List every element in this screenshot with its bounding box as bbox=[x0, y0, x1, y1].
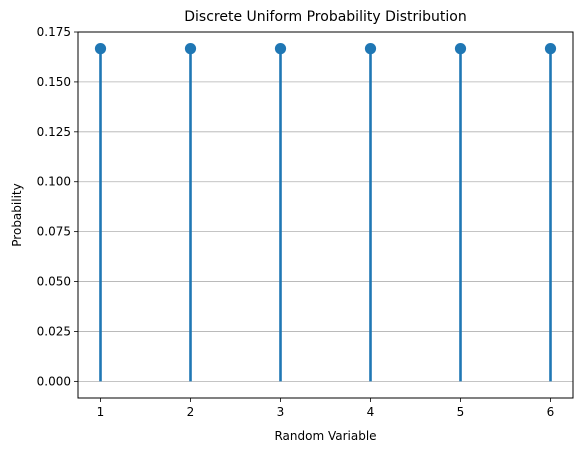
y-axis-title: Probability bbox=[10, 183, 24, 246]
x-axis-title: Random Variable bbox=[274, 429, 376, 443]
y-tick-label: 0.000 bbox=[37, 374, 71, 388]
x-tick-label: 4 bbox=[367, 405, 375, 419]
x-tick-label: 1 bbox=[97, 405, 105, 419]
x-tick-label: 2 bbox=[187, 405, 195, 419]
y-tick-label: 0.100 bbox=[37, 175, 71, 189]
stem-marker bbox=[184, 43, 197, 55]
y-tick-label: 0.175 bbox=[37, 25, 71, 39]
stem-marker bbox=[454, 43, 467, 55]
x-tick-label: 6 bbox=[547, 405, 555, 419]
plot-frame bbox=[77, 31, 574, 399]
y-tick-label: 0.075 bbox=[37, 225, 71, 239]
y-tick-label: 0.125 bbox=[37, 125, 71, 139]
x-tick-label: 5 bbox=[457, 405, 465, 419]
y-tick-label: 0.050 bbox=[37, 275, 71, 289]
y-axis-ticks: 0.000 0.025 0.050 0.075 0.100 0.125 0.150 0.175 bbox=[37, 25, 78, 388]
chart-title: Discrete Uniform Probability Distributio… bbox=[184, 9, 467, 25]
x-axis-ticks: 1 2 3 4 5 6 bbox=[97, 398, 555, 419]
stem-marker bbox=[274, 43, 287, 55]
stem-marker bbox=[544, 43, 557, 55]
plot-area-background bbox=[78, 32, 573, 398]
stem-series bbox=[94, 43, 557, 382]
y-tick-label: 0.150 bbox=[37, 75, 71, 89]
y-tick-label: 0.025 bbox=[37, 324, 71, 338]
stem-marker bbox=[94, 43, 107, 55]
x-tick-label: 3 bbox=[277, 405, 285, 419]
stem-marker bbox=[364, 43, 377, 55]
